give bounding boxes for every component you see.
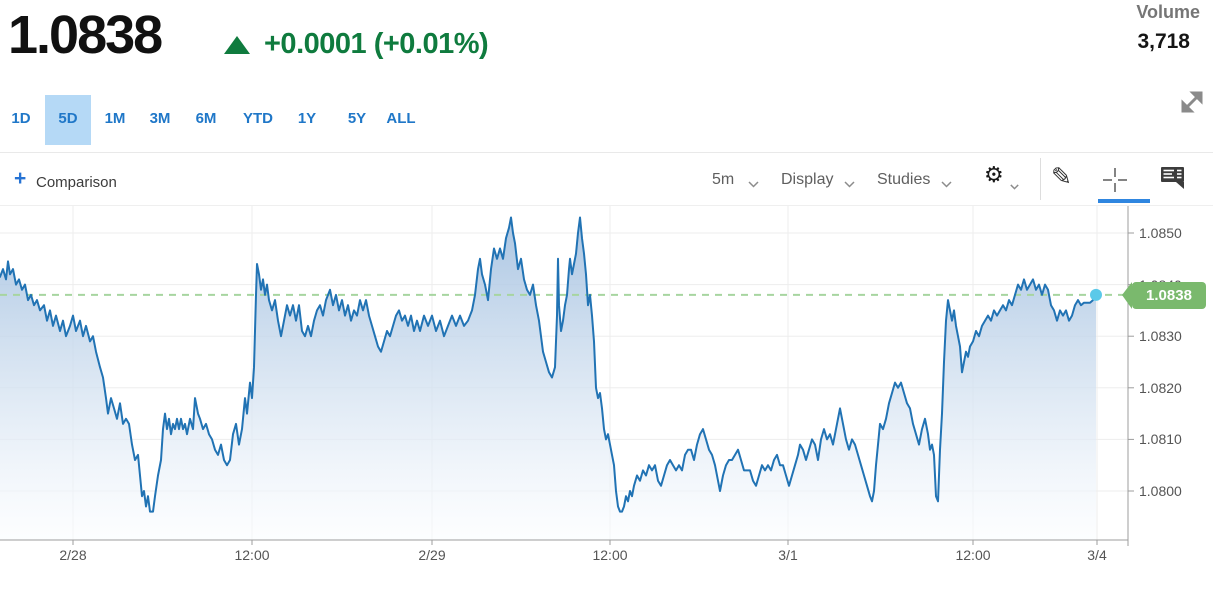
tab-6m[interactable]: 6M xyxy=(195,110,217,127)
display-dropdown[interactable]: Display xyxy=(781,171,834,188)
active-tab-highlight xyxy=(45,95,91,145)
annotation-icon[interactable] xyxy=(1160,166,1187,190)
y-axis-label: 1.0820 xyxy=(1139,379,1182,396)
divider-toolbar xyxy=(0,205,1213,206)
x-axis-label: 12:00 xyxy=(955,547,991,563)
tab-1y[interactable]: 1Y xyxy=(297,110,317,127)
price-change: +0.0001 (+0.01%) xyxy=(264,28,489,60)
x-axis-label: 12:00 xyxy=(592,547,628,563)
tab-5y[interactable]: 5Y xyxy=(347,110,367,127)
pencil-draw-icon[interactable]: ✎ xyxy=(1051,162,1072,191)
tab-ytd[interactable]: YTD xyxy=(243,110,273,127)
gear-icon[interactable]: ⚙ xyxy=(984,163,1004,188)
interval-dropdown[interactable]: 5m xyxy=(712,171,735,188)
tab-1m[interactable]: 1M xyxy=(104,110,126,127)
comparison-button[interactable]: Comparison xyxy=(36,174,117,191)
x-axis-label: 2/28 xyxy=(59,547,87,563)
current-price: 1.0838 xyxy=(8,5,163,65)
chevron-down-icon xyxy=(844,181,855,188)
volume-label: Volume xyxy=(1136,2,1200,22)
y-axis-label: 1.0810 xyxy=(1139,431,1182,448)
crosshair-icon[interactable] xyxy=(1102,167,1128,193)
y-axis-label: 1.0830 xyxy=(1139,328,1182,345)
chevron-down-icon xyxy=(748,181,759,188)
studies-dropdown[interactable]: Studies xyxy=(877,171,931,188)
y-axis-label: 1.0800 xyxy=(1139,483,1182,499)
tab-1d[interactable]: 1D xyxy=(11,110,31,127)
tab-3m[interactable]: 3M xyxy=(149,110,171,127)
active-tool-underline xyxy=(1098,199,1150,203)
x-axis-label: 2/29 xyxy=(418,547,446,563)
y-axis-label: 1.0850 xyxy=(1139,225,1182,241)
toolbar-divider xyxy=(1040,158,1041,200)
price-change-row: +0.0001 (+0.01%) xyxy=(224,28,489,61)
x-axis-label: 12:00 xyxy=(234,547,270,563)
plus-icon: + xyxy=(14,167,27,190)
divider-top xyxy=(0,152,1213,153)
volume-value: 3,718 xyxy=(1137,30,1190,53)
fullscreen-expand-icon[interactable] xyxy=(1178,88,1206,116)
tab-all[interactable]: ALL xyxy=(386,110,416,127)
up-triangle-icon xyxy=(224,35,250,54)
x-axis-label: 3/1 xyxy=(778,547,798,563)
last-price-tag: 1.0838 xyxy=(1122,281,1206,309)
tab-5d[interactable]: 5D xyxy=(58,110,78,127)
chevron-down-icon xyxy=(1010,184,1019,190)
chevron-down-icon xyxy=(941,181,952,188)
x-axis-label: 3/4 xyxy=(1087,547,1107,563)
